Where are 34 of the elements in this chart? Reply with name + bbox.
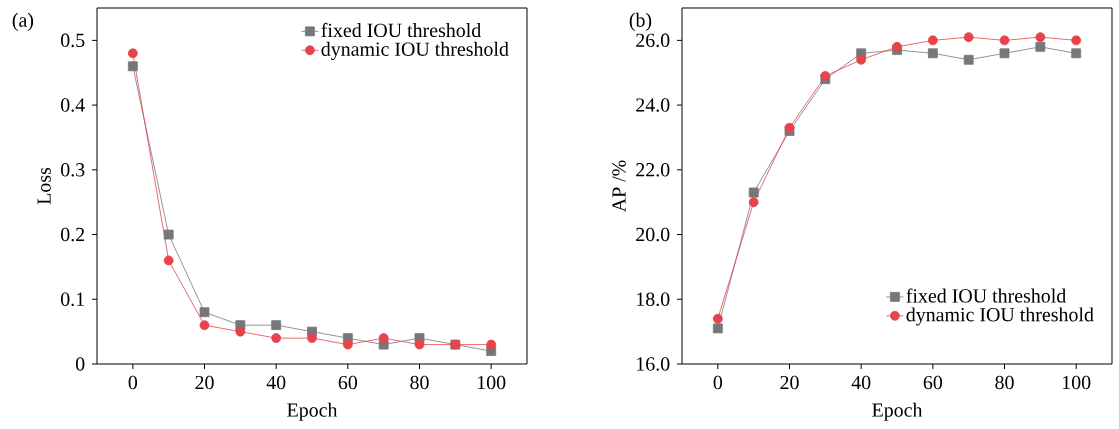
chart-title: (b) xyxy=(629,12,652,31)
legend-label: dynamic IOU threshold xyxy=(321,41,509,60)
legend-label: fixed IOU threshold xyxy=(906,288,1067,303)
y-tick-label: 0.4 xyxy=(61,98,85,112)
y-tick-label: 0.3 xyxy=(61,163,85,177)
x-axis-title: Epoch xyxy=(872,402,923,421)
x-tick-label: 0 xyxy=(713,375,723,390)
y-tick-label: 0.1 xyxy=(61,292,84,307)
x-tick-label: 100 xyxy=(1062,375,1091,390)
y-tick-label: 16.0 xyxy=(637,357,670,371)
y-tick-label: 0.2 xyxy=(61,227,85,242)
x-axis-title: Epoch xyxy=(287,402,338,421)
y-axis-title: Loss xyxy=(37,167,51,205)
x-tick-label: 40 xyxy=(266,375,286,390)
x-tick-label: 20 xyxy=(195,375,214,390)
y-tick-label: 22.0 xyxy=(636,163,670,177)
y-tick-label: 26.0 xyxy=(636,33,670,48)
y-axis-title: AP /% xyxy=(612,160,626,213)
y-tick-label: 0 xyxy=(75,357,85,371)
x-tick-label: 20 xyxy=(780,375,799,390)
x-tick-label: 40 xyxy=(851,375,871,390)
x-tick-label: 100 xyxy=(477,375,506,390)
y-tick-label: 0.5 xyxy=(61,33,85,48)
y-tick-label: 18.0 xyxy=(637,292,670,307)
y-tick-label: 20.0 xyxy=(636,227,670,242)
x-tick-label: 60 xyxy=(338,375,358,390)
y-tick-label: 24.0 xyxy=(636,98,670,112)
legend-label: fixed IOU threshold xyxy=(321,22,481,38)
x-tick-label: 60 xyxy=(923,375,943,390)
x-tick-label: 80 xyxy=(995,375,1014,390)
x-tick-label: 80 xyxy=(410,375,429,390)
legend-label: dynamic IOU threshold xyxy=(906,307,1094,326)
x-tick-label: 0 xyxy=(128,375,138,390)
chart-title: (a) xyxy=(12,12,34,31)
